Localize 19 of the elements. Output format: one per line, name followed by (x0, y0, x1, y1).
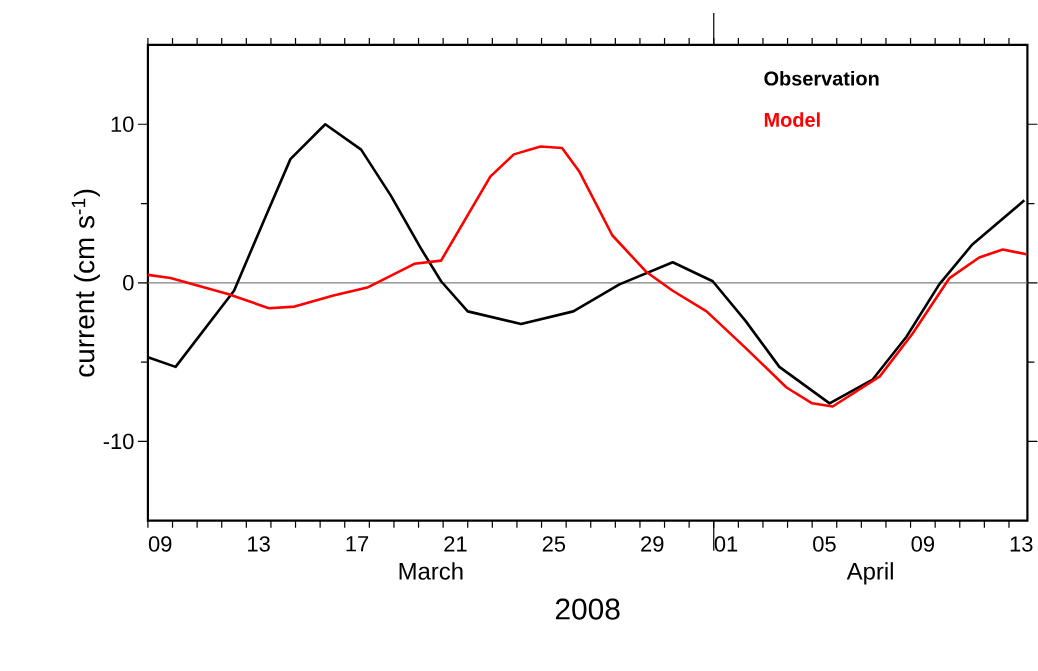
x-tick-label: 13 (248, 536, 270, 552)
x-tick-label: 21 (444, 536, 467, 552)
text: Model (764, 112, 820, 128)
x-tick-label: 09 (911, 536, 935, 552)
y-tick-label: -10 (103, 433, 134, 450)
x-tick-label: 17 (346, 536, 369, 552)
y-axis-title: current (cm s$^{-1}$) (71, 189, 100, 377)
x-tick-label: 13 (1010, 536, 1033, 552)
x-axis-title: 2008 (555, 598, 620, 620)
y-tick-label: 10 (111, 116, 134, 133)
text: March (399, 562, 463, 580)
x-tick-label: 25 (542, 536, 566, 552)
x-tick-label: 05 (813, 536, 836, 552)
y-tick-label: 0 (123, 275, 134, 291)
text: April (846, 562, 893, 585)
x-tick-label: 01 (714, 536, 738, 552)
x-tick-label: 09 (148, 536, 172, 552)
text: Observation (764, 71, 879, 86)
x-tick-label: 29 (641, 536, 664, 552)
